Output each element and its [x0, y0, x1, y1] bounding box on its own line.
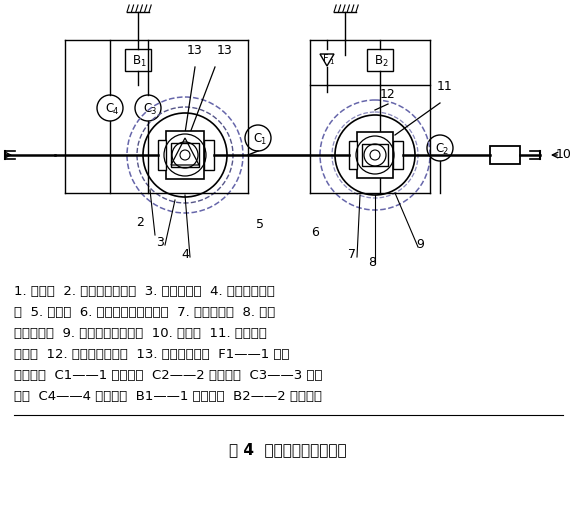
Text: 4: 4 [181, 248, 189, 262]
Bar [490, 146, 520, 164]
Bar [362, 144, 388, 166]
Text: 12: 12 [380, 89, 396, 101]
Text: 向离合器  C1——1 号离合器  C2——2 号离合器  C3——3 号离: 向离合器 C1——1 号离合器 C2——2 号离合器 C3——3 号离 [14, 369, 323, 382]
Text: 1: 1 [260, 137, 265, 147]
Bar [125, 49, 151, 71]
Text: 3: 3 [156, 235, 164, 248]
Text: 图 4  检测相关传感器数据: 图 4 检测相关传感器数据 [229, 443, 347, 457]
Text: 7: 7 [348, 248, 356, 262]
Bar [204, 140, 214, 170]
Text: 6: 6 [311, 226, 319, 239]
Text: 4: 4 [113, 108, 118, 116]
Text: F: F [323, 54, 329, 64]
Bar [367, 49, 393, 71]
Text: 10: 10 [556, 148, 572, 161]
Text: 1: 1 [329, 59, 334, 65]
Text: 2: 2 [443, 148, 448, 157]
Text: 3: 3 [151, 108, 156, 116]
Text: 星齿轮机构  9. 后行星后太阳齿轮  10. 输出轴  11. 后行星短: 星齿轮机构 9. 后行星后太阳齿轮 10. 输出轴 11. 后行星短 [14, 327, 267, 340]
Text: 小齿轮  12. 后行星长小齿轮  13. 前行星小齿轮  F1——1 号单: 小齿轮 12. 后行星长小齿轮 13. 前行星小齿轮 F1——1 号单 [14, 348, 290, 361]
Text: 13: 13 [187, 43, 203, 56]
Text: B: B [375, 54, 383, 67]
Bar [171, 143, 199, 167]
Text: B: B [133, 54, 141, 67]
Text: 合器  C4——4 号离合器  B1——1 号制动器  B2——2 号制动器: 合器 C4——4 号离合器 B1——1 号制动器 B2——2 号制动器 [14, 390, 322, 403]
Text: C: C [435, 143, 443, 156]
Text: 11: 11 [437, 80, 453, 93]
Text: 8: 8 [368, 255, 376, 268]
Text: 2: 2 [383, 60, 388, 68]
Text: 9: 9 [416, 239, 424, 252]
Bar [393, 141, 403, 169]
Text: 1: 1 [140, 60, 145, 68]
Bar [349, 141, 357, 169]
Text: 2: 2 [136, 216, 144, 229]
Text: 5: 5 [256, 219, 264, 231]
Text: C: C [143, 102, 151, 115]
Bar [357, 132, 393, 178]
Text: 13: 13 [217, 43, 233, 56]
Text: 构  5. 中间轴  6. 后行星中间太阳齿轮  7. 后行星齿圈  8. 后行: 构 5. 中间轴 6. 后行星中间太阳齿轮 7. 后行星齿圈 8. 后行 [14, 306, 275, 319]
Bar [166, 131, 204, 179]
Bar [158, 140, 166, 170]
Text: C: C [253, 133, 261, 146]
Text: 1: 1 [0, 148, 1, 161]
Text: C: C [105, 102, 113, 115]
Text: 1. 输入轴  2. 前行星太阳齿轮  3. 前行星齿圈  4. 前行星齿轮机: 1. 输入轴 2. 前行星太阳齿轮 3. 前行星齿圈 4. 前行星齿轮机 [14, 285, 275, 298]
